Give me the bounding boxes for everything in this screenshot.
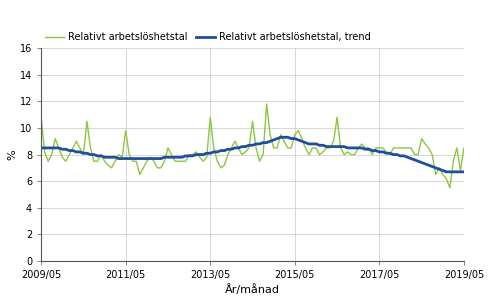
Relativt arbetslöshetstal, trend <box>436 167 442 171</box>
Relativt arbetslöshetstal, trend <box>443 170 449 174</box>
Legend: Relativt arbetslöshetstal, Relativt arbetslöshetstal, trend: Relativt arbetslöshetstal, Relativt arbe… <box>41 28 375 46</box>
Relativt arbetslöshetstal, trend <box>38 146 44 150</box>
Relativt arbetslöshetstal <box>137 173 143 176</box>
Relativt arbetslöshetstal, trend <box>137 157 143 160</box>
Relativt arbetslöshetstal, trend <box>461 170 467 174</box>
Relativt arbetslöshetstal, trend <box>327 145 333 148</box>
Line: Relativt arbetslöshetstal: Relativt arbetslöshetstal <box>41 104 464 188</box>
X-axis label: År/månad: År/månad <box>225 284 280 295</box>
Relativt arbetslöshetstal, trend <box>306 142 312 146</box>
Relativt arbetslöshetstal <box>81 153 86 156</box>
Line: Relativt arbetslöshetstal, trend: Relativt arbetslöshetstal, trend <box>41 137 464 172</box>
Relativt arbetslöshetstal <box>38 116 44 119</box>
Relativt arbetslöshetstal, trend <box>278 136 284 139</box>
Relativt arbetslöshetstal <box>327 146 333 150</box>
Relativt arbetslöshetstal <box>264 102 270 106</box>
Relativt arbetslöshetstal <box>306 153 312 156</box>
Relativt arbetslöshetstal <box>436 166 442 170</box>
Relativt arbetslöshetstal, trend <box>218 149 224 153</box>
Relativt arbetslöshetstal, trend <box>81 151 86 155</box>
Relativt arbetslöshetstal <box>218 166 224 170</box>
Relativt arbetslöshetstal <box>447 186 453 190</box>
Relativt arbetslöshetstal <box>461 146 467 150</box>
Y-axis label: %: % <box>7 149 17 160</box>
